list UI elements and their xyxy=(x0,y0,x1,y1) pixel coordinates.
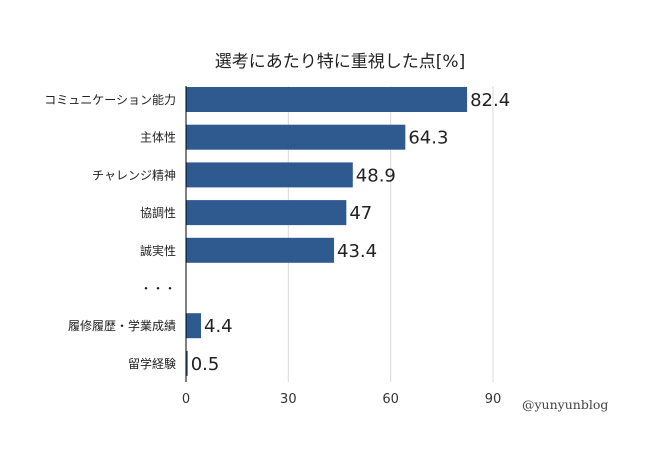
bar xyxy=(186,200,347,226)
bar xyxy=(186,350,188,376)
value-label: 0.5 xyxy=(191,354,220,375)
value-labels: 82.4 64.3 48.9 47 43.4 4.4 0.5 xyxy=(191,90,510,375)
bar xyxy=(186,124,406,150)
chart-title: 選考にあたり特に重視した点[%] xyxy=(215,52,465,72)
value-label: 82.4 xyxy=(470,90,510,111)
x-tick-label: 30 xyxy=(280,392,297,407)
bars xyxy=(186,87,468,376)
category-label: 留学経験 xyxy=(128,356,176,371)
value-label: 64.3 xyxy=(408,128,448,149)
x-tick-label: 0 xyxy=(182,392,190,407)
value-label: 47 xyxy=(349,203,372,224)
bar xyxy=(186,313,202,339)
x-tick-label: 60 xyxy=(382,392,399,407)
category-label: 履修履歴・学業成績 xyxy=(68,318,176,333)
value-label: 43.4 xyxy=(337,241,377,262)
x-tick-labels: 0 30 60 90 xyxy=(182,392,501,407)
category-label: コミュニケーション能力 xyxy=(44,93,176,107)
bar xyxy=(186,162,353,188)
x-tick-label: 90 xyxy=(485,392,502,407)
category-label: 協調性 xyxy=(140,205,176,220)
value-label: 48.9 xyxy=(356,165,396,186)
category-label: ・・・ xyxy=(140,282,176,296)
bar xyxy=(186,237,335,263)
category-label: チャレンジ精神 xyxy=(92,168,176,182)
bar xyxy=(186,87,468,112)
category-labels: コミュニケーション能力主体性チャレンジ精神協調性誠実性・・・履修履歴・学業成績留… xyxy=(44,93,176,371)
value-label: 4.4 xyxy=(204,316,233,337)
category-label: 主体性 xyxy=(140,131,176,145)
category-label: 誠実性 xyxy=(140,243,176,258)
watermark: @yunyunblog xyxy=(522,397,608,412)
